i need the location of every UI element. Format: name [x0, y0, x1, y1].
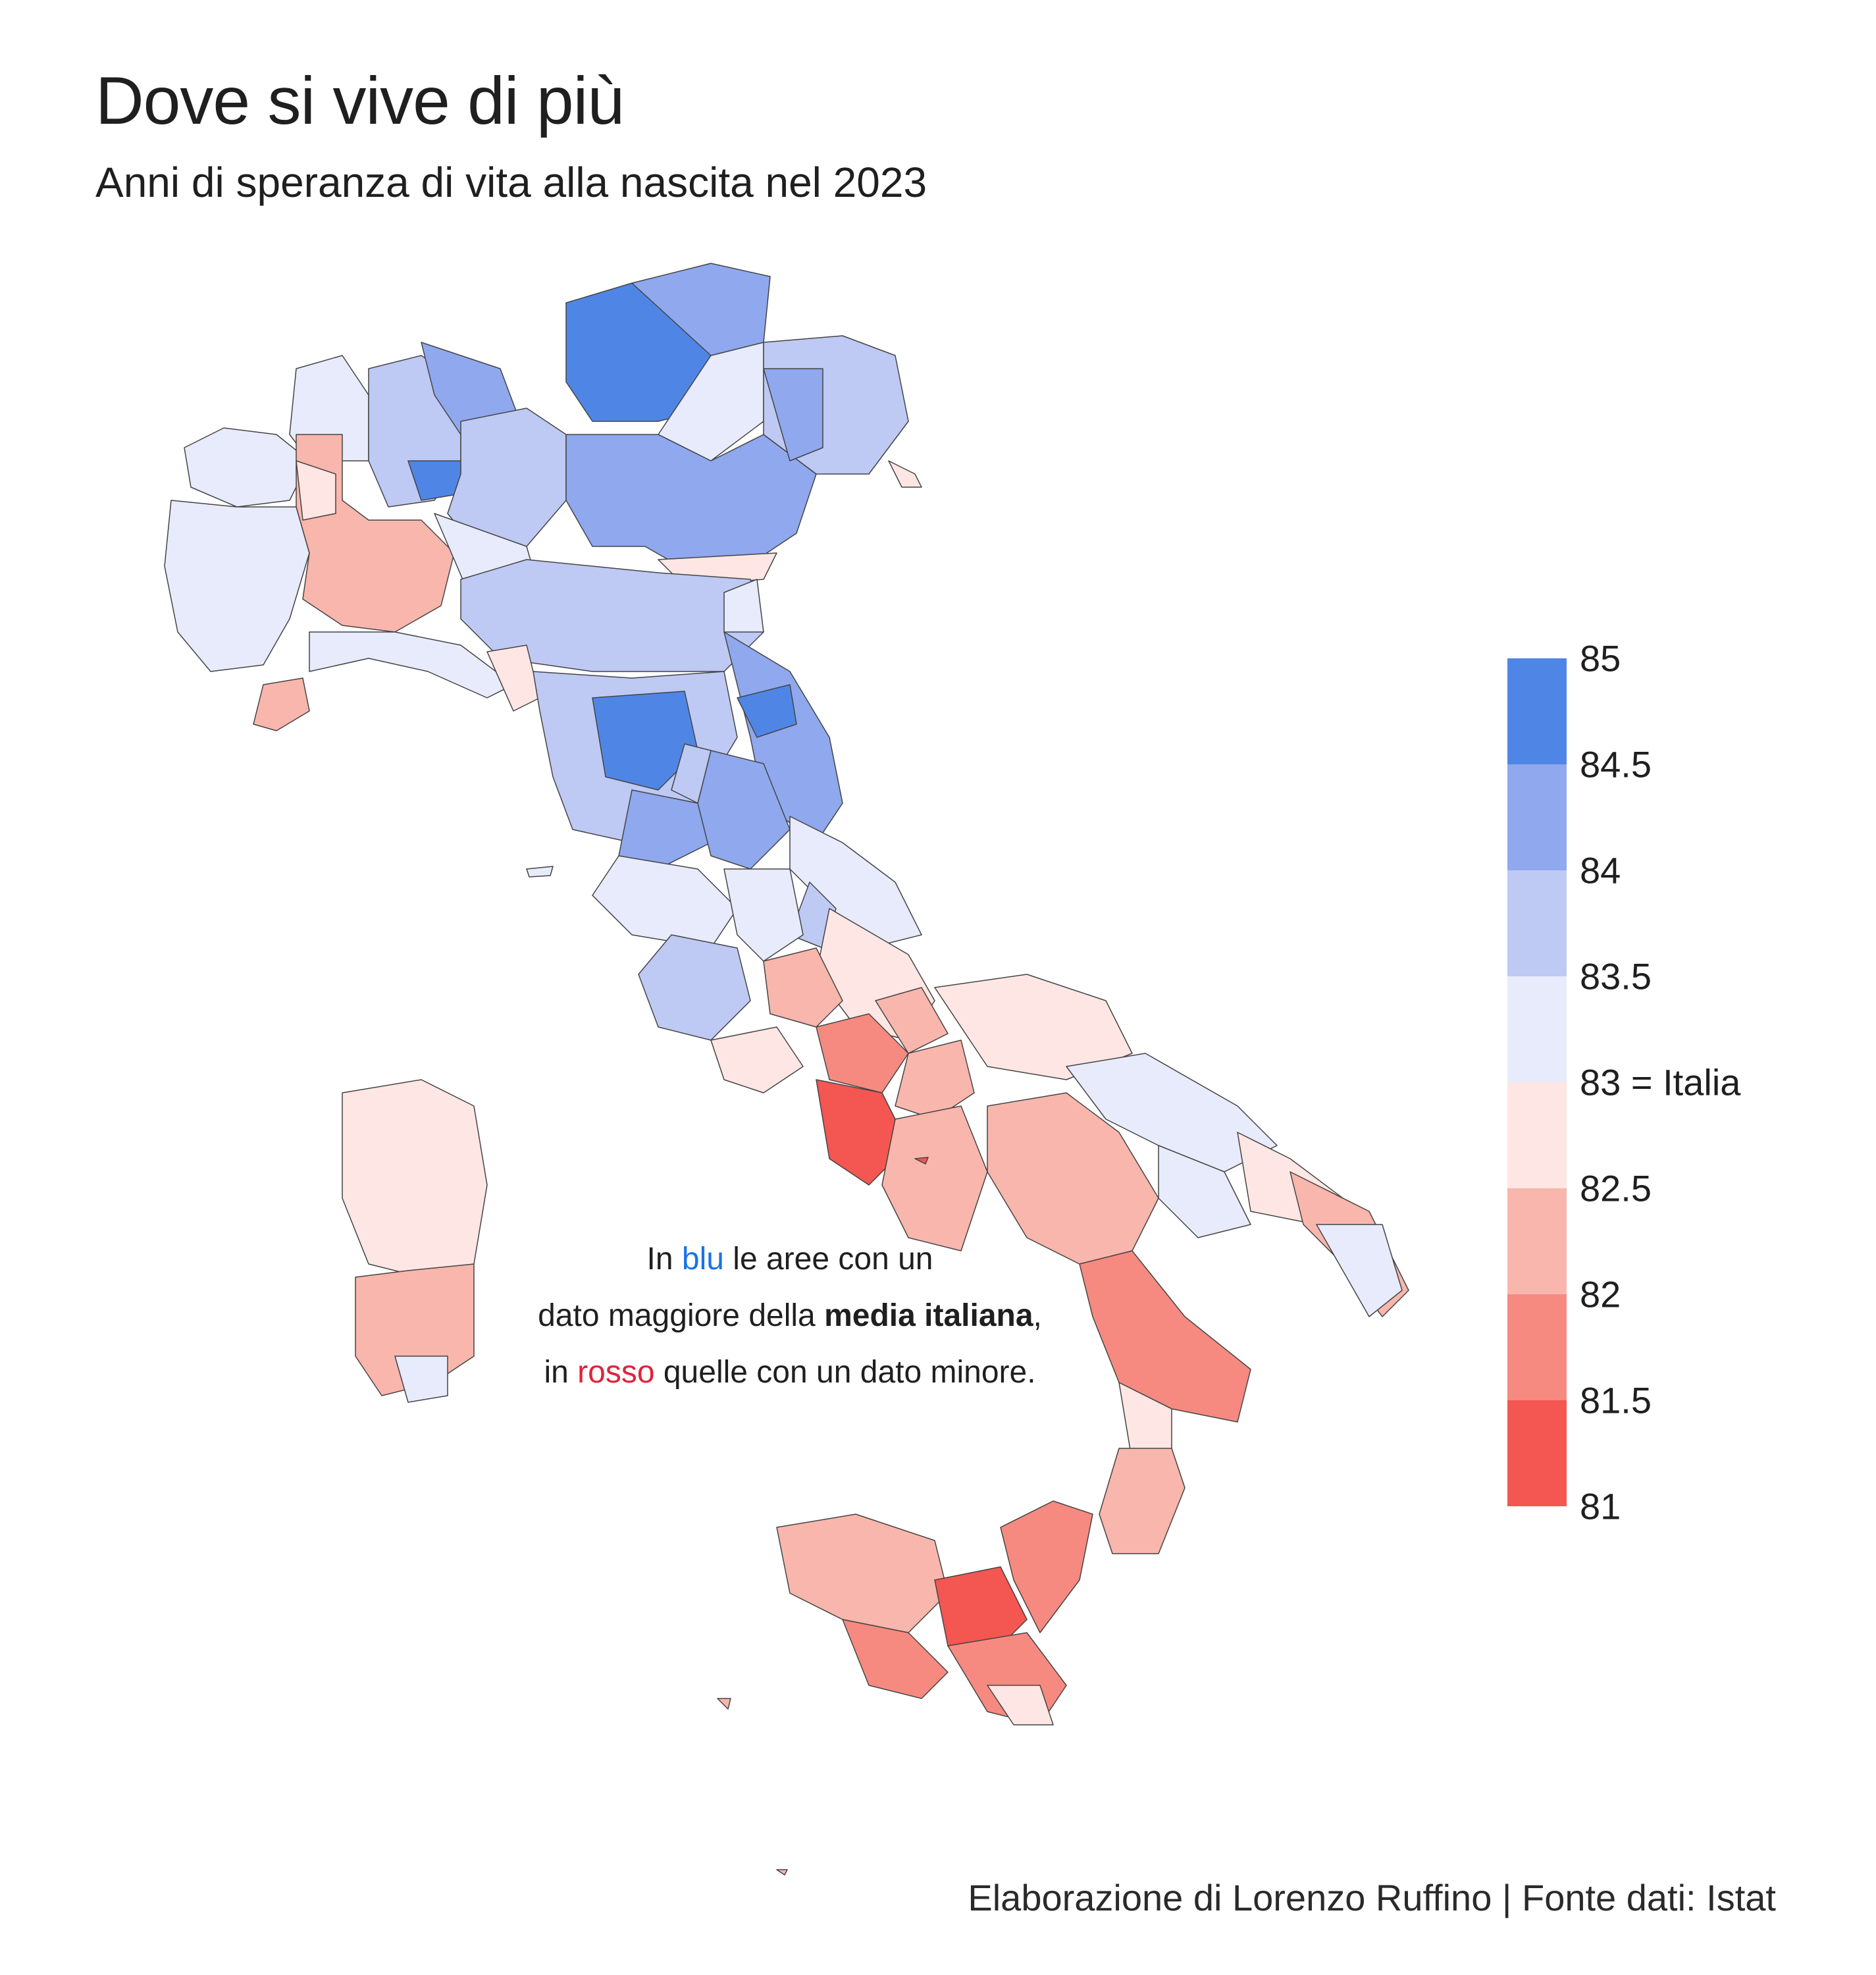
legend-swatch: [1507, 1400, 1567, 1506]
legend-swatch: [1507, 976, 1567, 1082]
region-trieste: [888, 460, 922, 488]
region-sicilia-agrigento: [842, 1619, 949, 1699]
region-campania-caserta: [816, 1013, 909, 1093]
legend-swatch: [1507, 658, 1567, 764]
source-credit: Elaborazione di Lorenzo Ruffino | Fonte …: [968, 1877, 1776, 1918]
region-sicilia-catania: [1000, 1500, 1093, 1633]
region-lazio-frosinone: [763, 947, 843, 1028]
legend-tick: 83 = Italia: [1580, 1061, 1741, 1103]
region-lazio-north: [592, 855, 738, 949]
map-title: Dove si vive di più: [95, 63, 625, 138]
region-calabria-south: [1099, 1448, 1186, 1554]
region-friuli-east: [763, 368, 823, 461]
region-piemonte-pale: [296, 460, 336, 521]
island-elba: [526, 866, 554, 878]
region-sicilia-ragusa: [987, 1685, 1054, 1725]
legend-swatch: [1507, 764, 1567, 870]
island-pantelleria: [717, 1698, 731, 1710]
map-annotation: In blu le aree con un dato maggiore dell…: [461, 1231, 1119, 1401]
region-marche-north: [737, 684, 797, 738]
region-campania-avellino: [895, 1040, 975, 1120]
region-puglia-taranto: [1158, 1145, 1251, 1238]
region-veneto: [565, 434, 817, 573]
map-subtitle: Anni di speranza di vita alla nascita ne…: [95, 159, 927, 206]
region-romagna: [723, 579, 764, 633]
region-lazio-rieti: [723, 868, 804, 962]
region-liguria-west: [253, 677, 310, 731]
annotation-text: le aree con un: [723, 1242, 933, 1277]
annotation-blu: blu: [681, 1242, 724, 1277]
region-puglia-foggia: [934, 974, 1133, 1080]
region-lazio-rome: [638, 934, 751, 1041]
legend-tick: 84: [1580, 849, 1621, 891]
region-umbria-west: [671, 743, 712, 804]
legend-tick: 81.5: [1580, 1379, 1652, 1421]
annotation-text: in: [544, 1355, 578, 1390]
region-campania-benevento: [875, 987, 949, 1054]
region-abruzzo: [789, 816, 922, 949]
legend-tick: 84.5: [1580, 743, 1652, 785]
region-campania-salerno: [881, 1105, 988, 1251]
region-piemonte-west: [164, 500, 310, 672]
island-capri: [914, 1157, 929, 1165]
annotation-text: In: [646, 1242, 682, 1277]
annotation-text: quelle con un dato minore.: [654, 1355, 1036, 1390]
region-valle-aosta: [184, 427, 310, 508]
annotation-text: dato maggiore della: [538, 1298, 825, 1333]
legend-tick: 82: [1580, 1273, 1621, 1315]
legend-tick: 81: [1580, 1485, 1621, 1527]
region-veneto-north: [631, 263, 771, 356]
region-calabria-cosenza: [1079, 1250, 1251, 1423]
region-sardegna-cagliari: [394, 1356, 448, 1403]
legend-tick: 83.5: [1580, 955, 1652, 997]
island-lampedusa: [776, 1869, 788, 1876]
region-marche: [723, 631, 843, 843]
legend-tick: 82.5: [1580, 1167, 1652, 1209]
region-sicilia-west: [776, 1514, 949, 1633]
annotation-rosso: rosso: [577, 1355, 655, 1390]
color-legend: [1507, 658, 1567, 1506]
annotation-text: ,: [1033, 1298, 1042, 1333]
region-toscana-south: [618, 789, 712, 870]
region-liguria: [309, 631, 514, 698]
annotation-media: media italiana: [824, 1298, 1033, 1333]
legend-swatch: [1507, 1188, 1567, 1294]
legend-tick: 85: [1580, 637, 1621, 679]
region-lazio-latina: [710, 1026, 804, 1093]
region-puglia-salento: [1316, 1224, 1403, 1317]
legend-swatch: [1507, 870, 1567, 976]
legend-swatch: [1507, 1082, 1567, 1188]
legend-swatch: [1507, 1294, 1567, 1400]
